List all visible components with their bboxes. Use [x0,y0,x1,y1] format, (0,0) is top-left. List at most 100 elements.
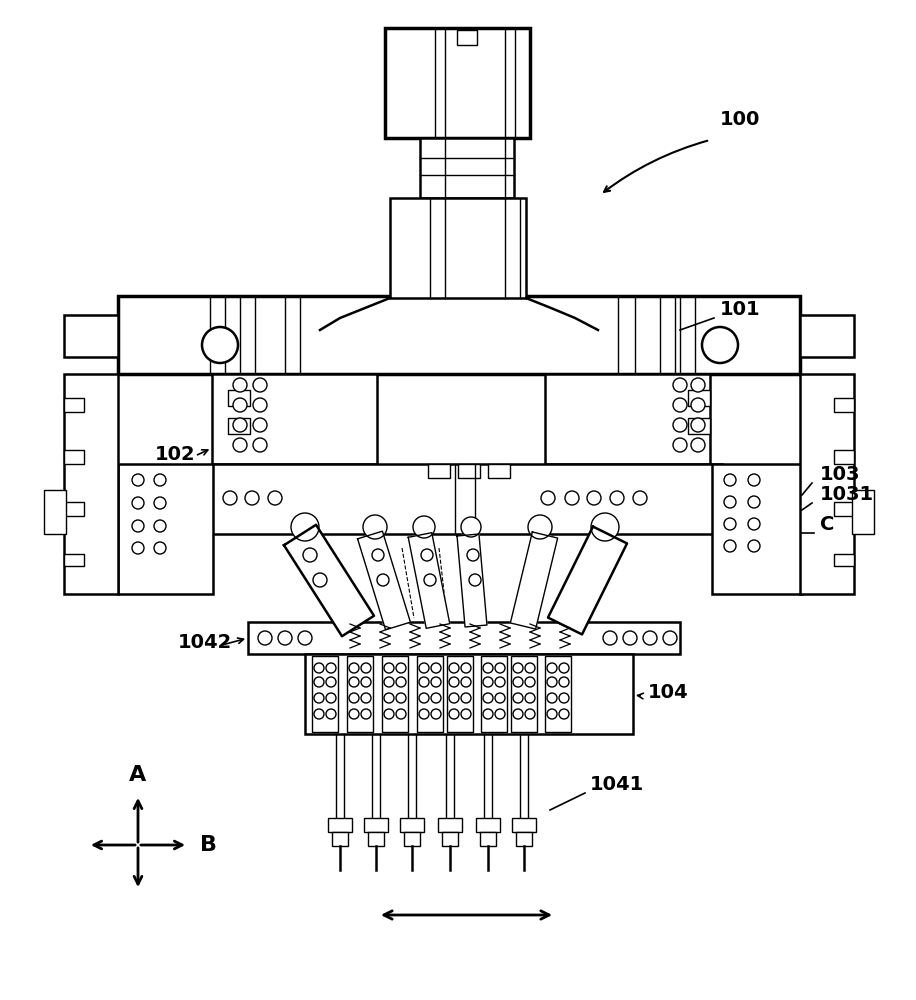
Bar [488,464,510,478]
Bar [305,654,633,734]
Bar [834,450,854,464]
Polygon shape [510,532,558,629]
Bar [712,464,802,594]
Circle shape [495,693,505,703]
Bar [834,554,854,566]
Circle shape [154,497,166,509]
Circle shape [377,574,389,586]
Bar [447,656,473,732]
Bar [420,138,514,198]
Circle shape [525,663,535,673]
Circle shape [449,693,459,703]
Circle shape [495,709,505,719]
Polygon shape [457,534,487,627]
Circle shape [314,693,324,703]
Circle shape [748,540,760,552]
Circle shape [419,677,429,687]
Bar [400,818,424,832]
Circle shape [513,677,523,687]
Bar [212,374,377,464]
Circle shape [461,709,471,719]
Polygon shape [409,533,450,628]
Circle shape [431,693,441,703]
Text: 100: 100 [720,110,760,129]
Bar [512,818,536,832]
Circle shape [303,548,317,562]
Circle shape [326,693,336,703]
Circle shape [633,491,647,505]
Circle shape [748,496,760,508]
Circle shape [673,378,687,392]
Circle shape [253,378,267,392]
Bar [516,832,532,846]
Circle shape [449,677,459,687]
Circle shape [132,474,144,486]
Bar [312,656,338,732]
Bar [118,464,213,594]
Bar [442,832,458,846]
Bar [404,832,420,846]
Bar [852,490,874,534]
Circle shape [547,693,557,703]
Circle shape [559,709,569,719]
Circle shape [361,693,371,703]
Circle shape [724,496,736,508]
Circle shape [525,677,535,687]
Bar [118,296,800,374]
Circle shape [525,693,535,703]
Circle shape [623,631,637,645]
Circle shape [495,663,505,673]
Circle shape [431,709,441,719]
Circle shape [253,418,267,432]
Circle shape [421,549,433,561]
Circle shape [154,474,166,486]
Circle shape [528,515,552,539]
Circle shape [154,542,166,554]
Circle shape [314,663,324,673]
Circle shape [154,520,166,532]
Circle shape [559,677,569,687]
Bar [228,390,250,406]
Bar [457,30,477,45]
Circle shape [361,709,371,719]
Circle shape [483,693,493,703]
Bar [834,398,854,412]
Circle shape [396,663,406,673]
Circle shape [233,418,247,432]
Circle shape [349,677,359,687]
Circle shape [467,549,479,561]
Circle shape [384,663,394,673]
Text: 101: 101 [720,300,760,319]
Bar [382,656,408,732]
Circle shape [469,574,481,586]
Text: 102: 102 [155,445,196,464]
Text: 1031: 1031 [820,485,874,504]
Bar [64,398,84,412]
Circle shape [314,677,324,687]
Circle shape [419,693,429,703]
Circle shape [326,677,336,687]
Circle shape [495,677,505,687]
Circle shape [132,497,144,509]
Bar [385,28,530,138]
Bar [800,374,854,594]
Circle shape [643,631,657,645]
Circle shape [724,474,736,486]
Circle shape [233,378,247,392]
Circle shape [663,631,677,645]
Circle shape [483,677,493,687]
Circle shape [461,693,471,703]
Circle shape [691,398,705,412]
Circle shape [419,663,429,673]
Circle shape [559,663,569,673]
Bar [64,315,118,357]
Circle shape [245,491,259,505]
Bar [438,818,462,832]
Circle shape [132,520,144,532]
Circle shape [673,398,687,412]
Circle shape [268,491,282,505]
Circle shape [513,693,523,703]
Polygon shape [548,527,627,634]
Circle shape [547,677,557,687]
Text: C: C [820,515,834,534]
